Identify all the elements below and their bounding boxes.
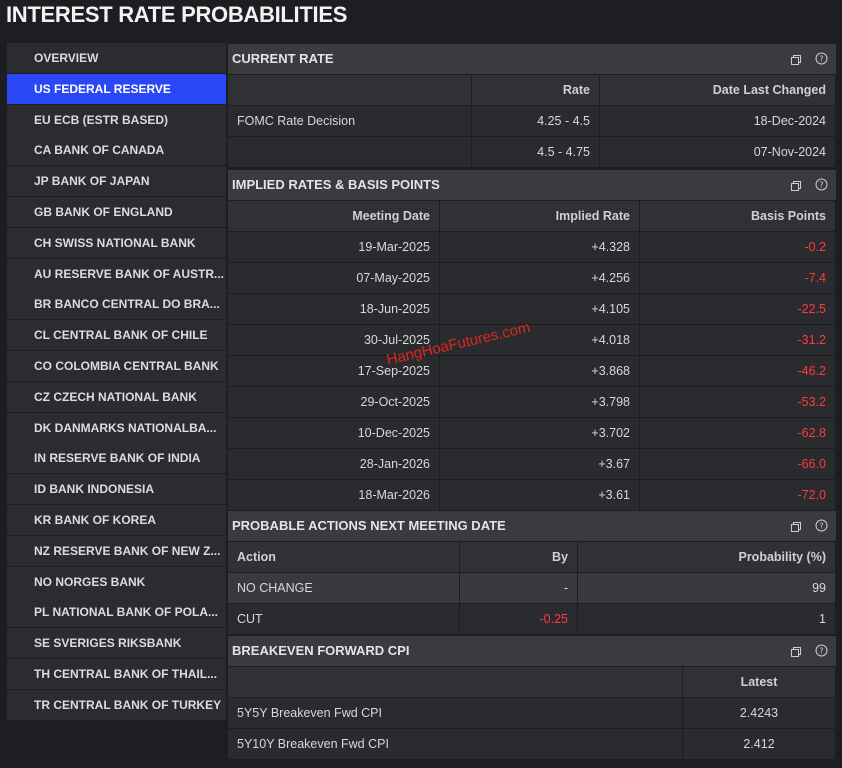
sidebar-item[interactable]: CH SWISS NATIONAL BANK <box>7 227 226 258</box>
column-header: Latest <box>683 667 835 697</box>
column-header <box>228 667 682 697</box>
page-title: INTEREST RATE PROBABILITIES <box>6 2 348 27</box>
table-cell: -0.25 <box>460 604 577 634</box>
sidebar-item[interactable]: CO COLOMBIA CENTRAL BANK <box>7 351 226 381</box>
table-cell: +3.868 <box>440 356 639 386</box>
sidebar-item[interactable]: IN RESERVE BANK OF INDIA <box>7 443 226 474</box>
sidebar-item[interactable]: GB BANK OF ENGLAND <box>7 197 226 227</box>
section-header: CURRENT RATE <box>228 44 836 74</box>
sidebar-item[interactable]: KR BANK OF KOREA <box>7 505 226 535</box>
table-cell: +4.018 <box>440 325 639 355</box>
section-header: IMPLIED RATES & BASIS POINTS <box>228 170 836 200</box>
table-cell: +3.67 <box>440 449 639 479</box>
column-header: Implied Rate <box>440 201 639 231</box>
svg-text:?: ? <box>819 55 823 64</box>
section-header: BREAKEVEN FORWARD CPI <box>228 636 836 666</box>
table-cell: 5Y5Y Breakeven Fwd CPI <box>228 698 682 728</box>
column-header <box>228 75 471 105</box>
column-header: Date Last Changed <box>600 75 835 105</box>
table-cell <box>228 137 471 167</box>
sidebar-item[interactable]: PL NATIONAL BANK OF POLA... <box>7 597 226 628</box>
help-icon[interactable]: ? <box>815 178 828 191</box>
sidebar-item[interactable]: BR BANCO CENTRAL DO BRA... <box>7 289 226 320</box>
table-cell: +3.61 <box>440 480 639 510</box>
table-cell: 4.25 - 4.5 <box>472 106 599 136</box>
table-cell: 10-Dec-2025 <box>228 418 439 448</box>
table-cell: 18-Mar-2026 <box>228 480 439 510</box>
table-cell: +3.798 <box>440 387 639 417</box>
popout-icon[interactable] <box>790 520 802 532</box>
popout-icon[interactable] <box>790 179 802 191</box>
column-header: Meeting Date <box>228 201 439 231</box>
table-cell: -53.2 <box>640 387 835 417</box>
table-cell: -72.0 <box>640 480 835 510</box>
svg-text:?: ? <box>819 522 823 531</box>
sidebar-item[interactable]: US FEDERAL RESERVE <box>7 73 226 104</box>
table-cell: 18-Dec-2024 <box>600 106 835 136</box>
table-cell: - <box>460 573 577 603</box>
table-cell: 19-Mar-2025 <box>228 232 439 262</box>
table-cell: -31.2 <box>640 325 835 355</box>
table-cell: 99 <box>578 573 835 603</box>
table-cell: -7.4 <box>640 263 835 293</box>
sidebar-item[interactable]: DK DANMARKS NATIONALBA... <box>7 412 226 443</box>
table-cell: 28-Jan-2026 <box>228 449 439 479</box>
svg-text:?: ? <box>819 181 823 190</box>
column-header: Action <box>228 542 459 572</box>
table-cell: +4.105 <box>440 294 639 324</box>
table-cell: 5Y10Y Breakeven Fwd CPI <box>228 729 682 759</box>
table-cell: -0.2 <box>640 232 835 262</box>
help-icon[interactable]: ? <box>815 519 828 532</box>
popout-icon[interactable] <box>790 645 802 657</box>
sidebar-item[interactable]: TH CENTRAL BANK OF THAIL... <box>7 659 226 689</box>
column-header: Basis Points <box>640 201 835 231</box>
table-cell: 17-Sep-2025 <box>228 356 439 386</box>
table-cell: 1 <box>578 604 835 634</box>
sidebar-item[interactable]: NO NORGES BANK <box>7 566 226 597</box>
table-cell: -62.8 <box>640 418 835 448</box>
table-cell: 18-Jun-2025 <box>228 294 439 324</box>
sidebar-item[interactable]: AU RESERVE BANK OF AUSTR... <box>7 258 226 289</box>
sidebar-item[interactable]: EU ECB (ESTR BASED) <box>7 104 226 135</box>
table-cell: 29-Oct-2025 <box>228 387 439 417</box>
sidebar-item[interactable]: ID BANK INDONESIA <box>7 474 226 505</box>
column-header: Probability (%) <box>578 542 835 572</box>
sidebar-item[interactable]: OVERVIEW <box>7 43 226 73</box>
sidebar-item[interactable]: TR CENTRAL BANK OF TURKEY <box>7 689 226 720</box>
column-header: Rate <box>472 75 599 105</box>
sidebar-item[interactable]: CA BANK OF CANADA <box>7 135 226 166</box>
help-icon[interactable]: ? <box>815 644 828 657</box>
table-cell: 07-Nov-2024 <box>600 137 835 167</box>
table-cell: 2.412 <box>683 729 835 759</box>
table-cell: 2.4243 <box>683 698 835 728</box>
section-header: PROBABLE ACTIONS NEXT MEETING DATE <box>228 511 836 541</box>
sidebar-item[interactable]: SE SVERIGES RIKSBANK <box>7 628 226 659</box>
table-cell: -66.0 <box>640 449 835 479</box>
table-cell: 07-May-2025 <box>228 263 439 293</box>
sidebar-item[interactable]: NZ RESERVE BANK OF NEW Z... <box>7 535 226 566</box>
table-cell: NO CHANGE <box>228 573 459 603</box>
table-cell: -22.5 <box>640 294 835 324</box>
column-header: By <box>460 542 577 572</box>
sidebar-item[interactable]: CZ CZECH NATIONAL BANK <box>7 381 226 412</box>
sidebar-item[interactable]: CL CENTRAL BANK OF CHILE <box>7 320 226 351</box>
table-cell: FOMC Rate Decision <box>228 106 471 136</box>
popout-icon[interactable] <box>790 53 802 65</box>
sidebar-item[interactable]: JP BANK OF JAPAN <box>7 166 226 197</box>
table-cell: 30-Jul-2025 <box>228 325 439 355</box>
table-cell: 4.5 - 4.75 <box>472 137 599 167</box>
table-cell: +4.256 <box>440 263 639 293</box>
table-cell: -46.2 <box>640 356 835 386</box>
svg-text:?: ? <box>819 647 823 656</box>
table-cell: +3.702 <box>440 418 639 448</box>
help-icon[interactable]: ? <box>815 52 828 65</box>
table-cell: CUT <box>228 604 459 634</box>
table-cell: +4.328 <box>440 232 639 262</box>
